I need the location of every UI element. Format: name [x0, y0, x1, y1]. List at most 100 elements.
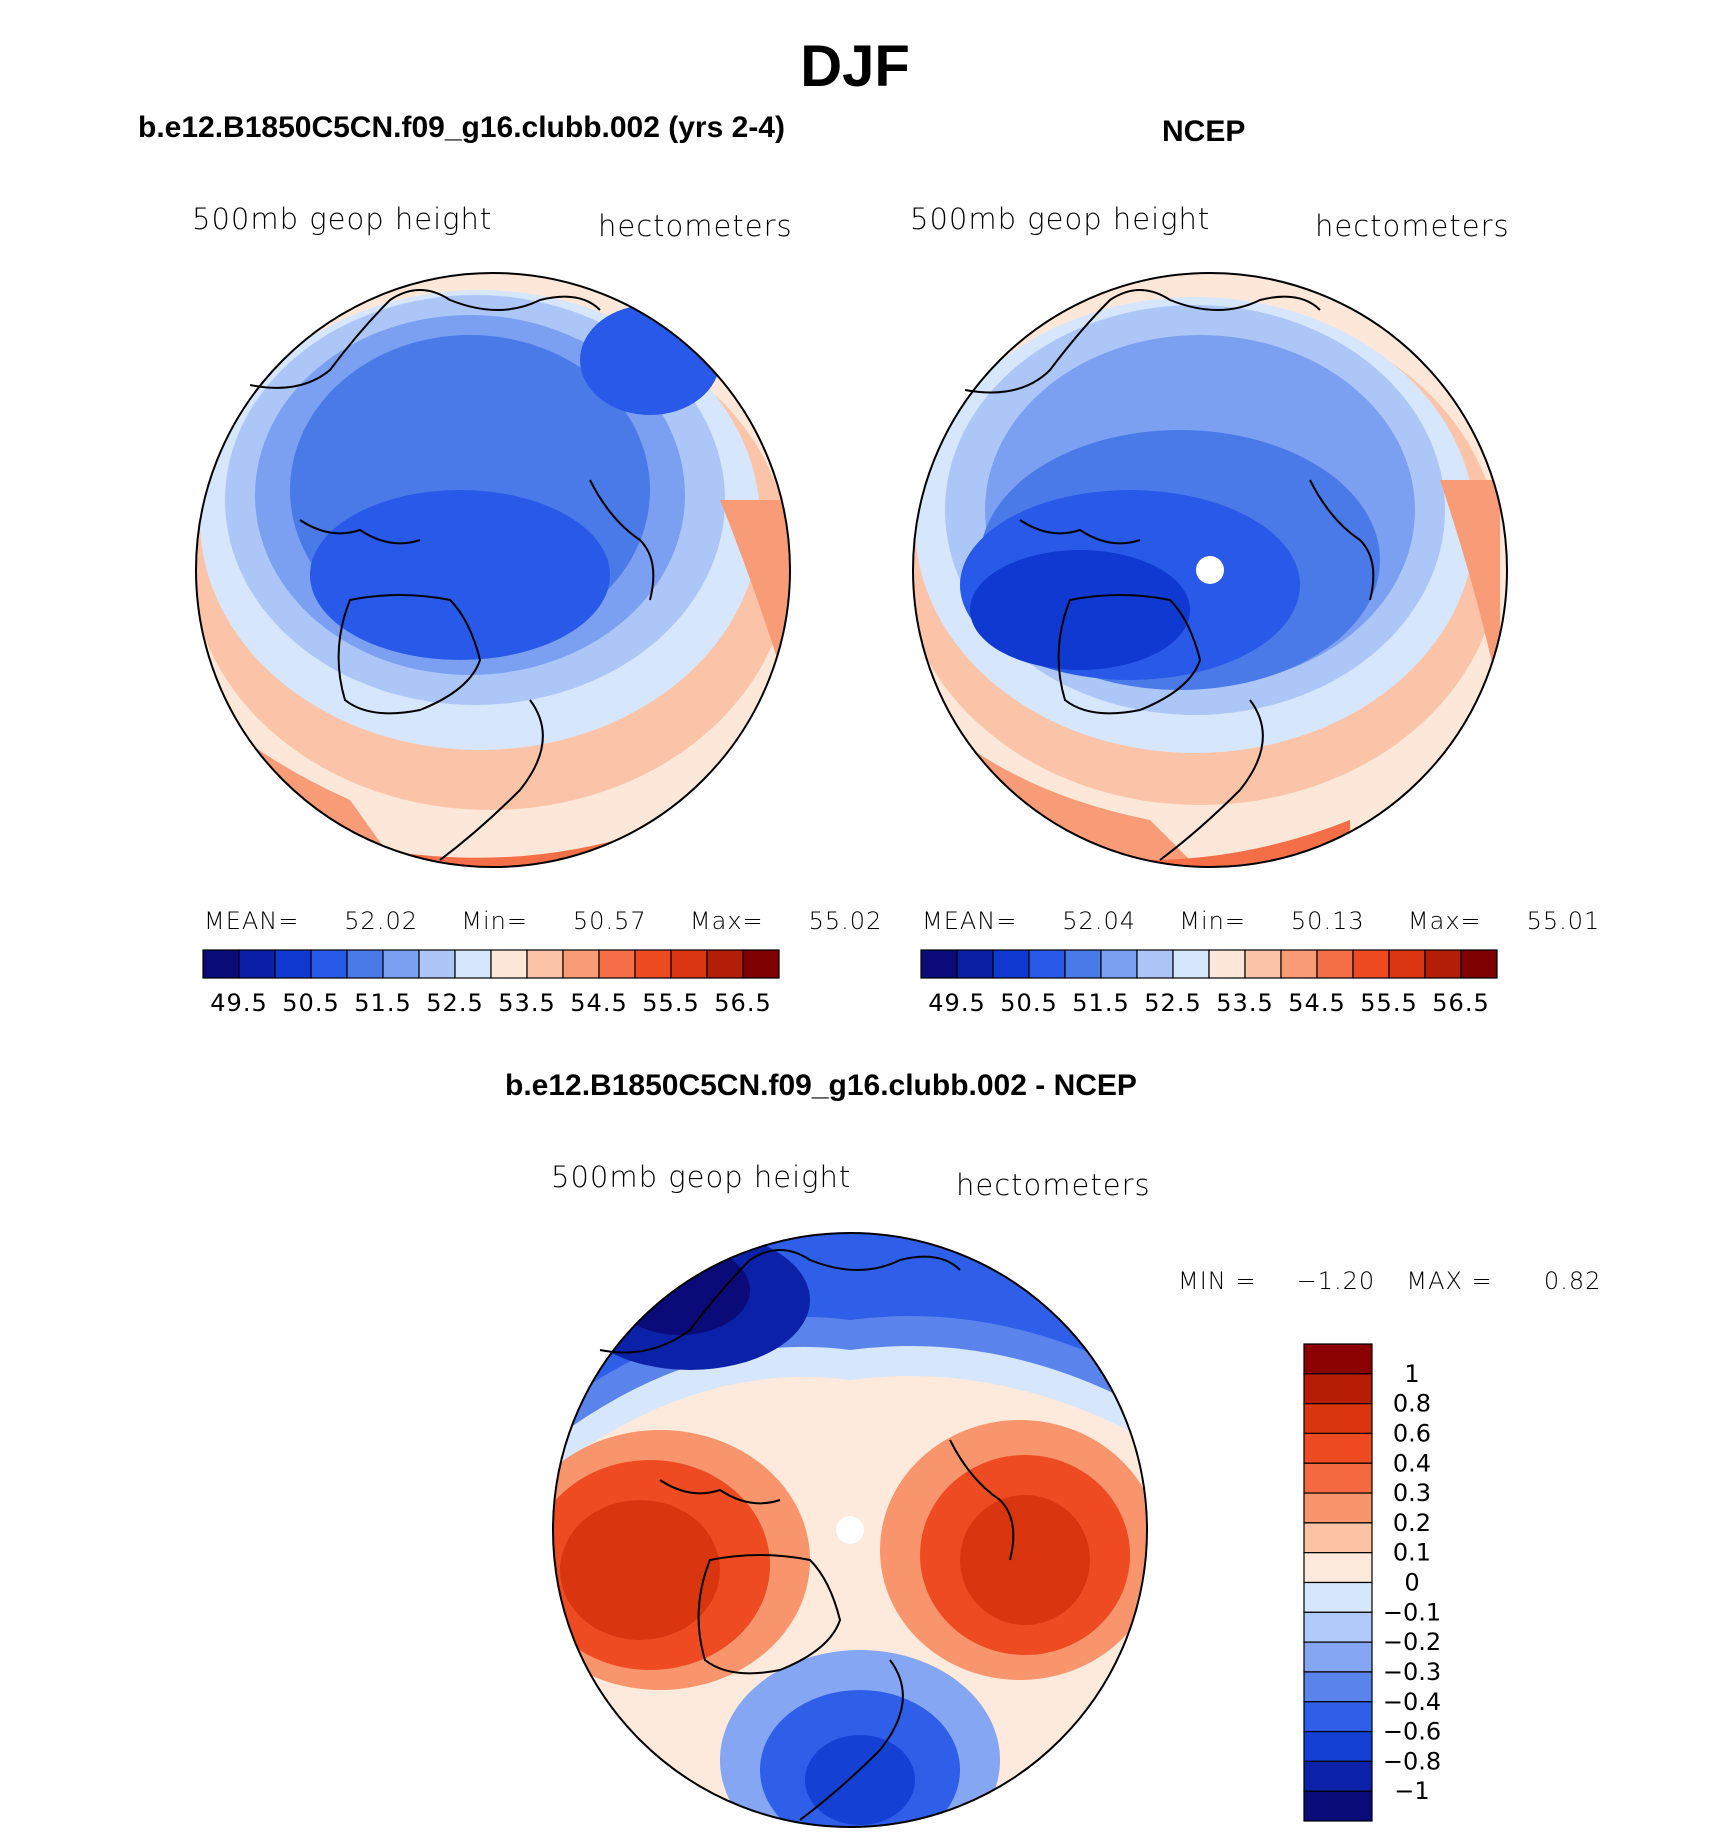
left-colorbar-tick-label: 51.5	[354, 989, 411, 1017]
right-colorbar-tick-label: 54.5	[1288, 989, 1345, 1017]
left-mean-value: 52.02	[344, 907, 418, 935]
right-coastline	[964, 289, 1321, 394]
right-map-border	[912, 272, 1508, 868]
diff-stats: MIN = −1.20 MAX = 0.82	[1178, 1266, 1601, 1296]
diff-polar-map	[552, 1232, 1148, 1828]
right-colorbar-tick-label: 50.5	[1000, 989, 1057, 1017]
right-variable-label: 500mb geop height	[910, 202, 1211, 236]
left-colorbar-swatch	[346, 949, 384, 979]
diff-units-label: hectometers	[956, 1168, 1151, 1202]
left-panel-title: b.e12.B1850C5CN.f09_g16.clubb.002 (yrs 2…	[138, 111, 785, 144]
diff-colorbar-swatch	[1303, 1522, 1373, 1554]
diff-colorbar-swatch	[1303, 1611, 1373, 1643]
diff-coastlines	[599, 1249, 1015, 1821]
diff-colorbar-tick-label: −0.4	[1383, 1688, 1441, 1716]
left-coastline	[249, 289, 601, 389]
left-colorbar-swatch	[274, 949, 312, 979]
right-min-label: Min=	[1179, 907, 1246, 935]
diff-colorbar-swatch	[1303, 1581, 1373, 1613]
left-colorbar-swatch	[418, 949, 456, 979]
left-colorbar-tick-label: 49.5	[210, 989, 267, 1017]
right-colorbar-swatch	[1028, 949, 1066, 979]
right-colorbar-swatch	[1460, 949, 1498, 979]
left-colorbar-tick-label: 50.5	[282, 989, 339, 1017]
diff-colorbar-tick-label: −0.1	[1383, 1598, 1441, 1626]
diff-colorbar-tick-label: 0.3	[1393, 1479, 1431, 1507]
left-colorbar-swatch	[202, 949, 240, 979]
right-colorbar-swatch	[1244, 949, 1282, 979]
left-coastline	[589, 479, 655, 601]
right-greenland-outline	[1057, 594, 1202, 715]
diff-colorbar-tick-label: 1	[1404, 1360, 1419, 1388]
figure-title: DJF	[800, 34, 910, 99]
right-colorbar-swatch	[1352, 949, 1390, 979]
diff-colorbar-swatch	[1303, 1373, 1373, 1405]
diff-colorbar-swatch	[1303, 1462, 1373, 1494]
right-stats: MEAN= 52.04 Min= 50.13 Max= 55.01	[922, 906, 1600, 936]
right-colorbar-swatch	[956, 949, 994, 979]
diff-missing-data-dot	[836, 1516, 864, 1544]
left-colorbar-swatch	[742, 949, 780, 979]
diff-colorbar-swatch	[1303, 1403, 1373, 1435]
right-colorbar-swatch	[1208, 949, 1246, 979]
diff-colorbar-tick-label: 0.4	[1393, 1449, 1431, 1477]
left-colorbar-swatch	[310, 949, 348, 979]
right-colorbar-tick-label: 55.5	[1360, 989, 1417, 1017]
diff-colorbar-swatch	[1303, 1730, 1373, 1762]
left-colorbar-tick-label: 56.5	[714, 989, 771, 1017]
right-coastline	[1309, 479, 1375, 601]
left-stats: MEAN= 52.02 Min= 50.57 Max= 55.02	[204, 906, 882, 936]
diff-colorbar-tick-label: −0.3	[1383, 1658, 1441, 1686]
diff-map-border	[552, 1232, 1148, 1828]
diff-greenland-outline	[697, 1554, 842, 1675]
left-min-value: 50.57	[572, 907, 647, 935]
diff-colorbar-tick-label: −0.2	[1383, 1628, 1441, 1656]
right-colorbar-swatch	[1280, 949, 1318, 979]
diff-colorbar-tick-label: 0.2	[1393, 1509, 1431, 1537]
left-colorbar-swatch	[454, 949, 492, 979]
left-min-label: Min=	[461, 907, 528, 935]
diff-coastline	[799, 1659, 904, 1821]
left-colorbar: 49.5 50.5 51.5 52.5 53.5 54.5 55.5 56.5	[202, 949, 780, 1017]
diff-colorbar-tick-label: 0.8	[1393, 1390, 1431, 1418]
left-map-border	[195, 272, 791, 868]
left-colorbar-tick-label: 55.5	[642, 989, 699, 1017]
diff-colorbar-tick-label: 0.6	[1393, 1419, 1431, 1447]
left-colorbar-swatch	[670, 949, 708, 979]
right-colorbar-swatch	[1316, 949, 1354, 979]
diff-coastline	[659, 1479, 781, 1505]
right-max-label: Max=	[1407, 907, 1482, 935]
left-colorbar-swatch	[382, 949, 420, 979]
right-panel-title: NCEP	[1162, 115, 1246, 148]
right-colorbar-tick-label: 49.5	[928, 989, 985, 1017]
left-colorbar-swatch	[634, 949, 672, 979]
diff-colorbar: 10.80.60.40.30.20.10−0.1−0.2−0.3−0.4−0.6…	[1303, 1343, 1441, 1822]
right-polar-map	[912, 272, 1508, 868]
right-colorbar-swatch	[1424, 949, 1462, 979]
right-colorbar-swatch	[1100, 949, 1138, 979]
diff-colorbar-tick-label: −0.8	[1383, 1747, 1441, 1775]
right-mean-value: 52.04	[1062, 907, 1136, 935]
right-colorbar-tick-label: 53.5	[1216, 989, 1273, 1017]
right-colorbar-swatch	[920, 949, 958, 979]
left-contour-band	[580, 305, 720, 415]
diff-colorbar-swatch	[1303, 1641, 1373, 1673]
left-units-label: hectometers	[598, 209, 793, 243]
diff-coastline	[599, 1249, 961, 1354]
right-contour-band	[970, 550, 1190, 670]
right-colorbar-swatch	[1388, 949, 1426, 979]
right-max-value: 55.01	[1526, 907, 1601, 935]
left-greenland-outline	[337, 594, 482, 715]
diff-colorbar-swatch	[1303, 1671, 1373, 1703]
left-colorbar-swatch	[238, 949, 276, 979]
right-min-value: 50.13	[1290, 907, 1365, 935]
left-colorbar-swatch	[598, 949, 636, 979]
diff-negative-core	[805, 1735, 915, 1825]
diff-colorbar-tick-label: 0	[1404, 1569, 1419, 1597]
diff-positive-core	[560, 1500, 720, 1640]
diff-variable-label: 500mb geop height	[551, 1160, 852, 1194]
diff-colorbar-tick-label: 0.1	[1393, 1539, 1431, 1567]
left-variable-label: 500mb geop height	[192, 202, 493, 236]
left-colorbar-tick-label: 54.5	[570, 989, 627, 1017]
